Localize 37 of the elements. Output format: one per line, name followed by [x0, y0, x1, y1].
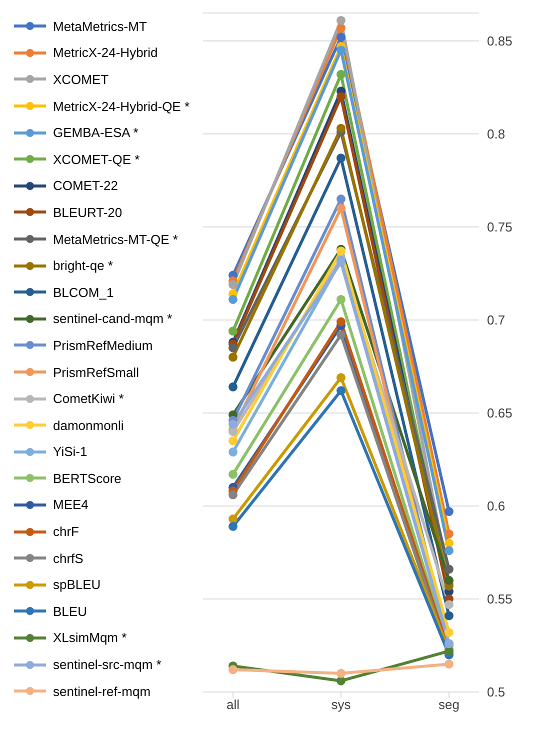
legend-label: YiSi-1	[53, 444, 88, 460]
x-tick-label: seg	[438, 697, 460, 712]
y-tick-label: 0.65	[487, 406, 512, 421]
legend-label: spBLEU	[53, 577, 101, 592]
y-tick-label: 0.75	[487, 220, 512, 235]
x-tick-label: sys	[331, 697, 352, 712]
legend-label: chrF	[53, 524, 79, 540]
legend-label: bright-qe *	[53, 258, 113, 274]
y-tick-label: 0.5	[487, 684, 506, 700]
legend-label: sentinel-src-mqm *	[53, 657, 162, 672]
x-tick-label: all	[226, 697, 240, 712]
legend-label: MetricX-24-Hybrid	[53, 45, 158, 60]
legend-label: damonmonli	[53, 418, 124, 433]
y-tick-label: 0.55	[487, 592, 512, 607]
legend-label: PrismRefSmall	[53, 364, 139, 380]
legend-label: CometKiwi *	[53, 391, 124, 406]
legend-label: BLCOM_1	[53, 284, 114, 300]
y-tick-label: 0.7	[487, 312, 506, 328]
legend-label: XCOMET	[53, 72, 109, 87]
legend-label: BERTScore	[53, 470, 122, 486]
legend-label: COMET-22	[53, 178, 118, 194]
y-tick-label: 0.85	[487, 34, 512, 49]
legend-label: MetricX-24-Hybrid-QE *	[53, 98, 190, 114]
legend-label: XLsimMqm *	[53, 630, 127, 646]
legend-label: sentinel-cand-mqm *	[53, 311, 172, 326]
legend-label: sentinel-ref-mqm	[53, 684, 151, 699]
legend-label: MetaMetrics-MT-QE *	[53, 232, 178, 247]
legend-label: chrfS	[53, 550, 84, 566]
legend-label: XCOMET-QE *	[53, 152, 140, 167]
legend-label: GEMBA-ESA *	[53, 125, 138, 140]
y-tick-label: 0.8	[487, 126, 506, 142]
legend-label: MetaMetrics-MT	[53, 18, 147, 34]
legend-label: PrismRefMedium	[53, 338, 153, 353]
y-tick-label: 0.6	[487, 498, 506, 514]
legend-label: BLEU	[53, 604, 87, 619]
legend-label: BLEURT-20	[53, 204, 122, 220]
legend-label: MEE4	[53, 497, 88, 512]
